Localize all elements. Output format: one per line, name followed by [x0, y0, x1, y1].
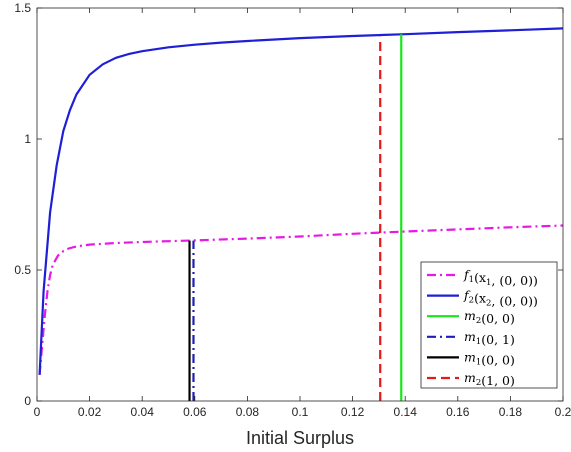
- x-tick-label: 0.2: [555, 405, 571, 419]
- legend-label-m1_01: m1(0, 1): [464, 329, 515, 347]
- x-tick-label: 0.14: [394, 405, 418, 419]
- chart-marks: [38, 27, 564, 401]
- x-tick-label: 0.06: [183, 405, 207, 419]
- x-tick-label: 0.16: [446, 405, 470, 419]
- y-tick-label: 0.5: [14, 263, 31, 277]
- legend-label-m2_10: m2(1, 0): [464, 370, 515, 388]
- series-line-f1: [38, 224, 564, 375]
- x-tick-label: 0.08: [236, 405, 260, 419]
- x-axis-label: Initial Surplus: [246, 428, 354, 448]
- x-tick-label: 0: [34, 405, 41, 419]
- series-line-f2: [38, 27, 564, 375]
- y-tick-label: 0: [24, 394, 31, 408]
- x-tick-label: 0.18: [499, 405, 523, 419]
- legend-label-m1_00: m1(0, 0): [464, 349, 515, 367]
- legend: f1(x1, (0, 0))f2(x2, (0, 0))m2(0, 0) m1(0…: [420, 261, 558, 389]
- x-tick-label: 0.04: [131, 405, 155, 419]
- x-tick-label: 0.02: [78, 405, 102, 419]
- legend-label-f1: f1(x1, (0, 0)): [463, 267, 538, 288]
- x-tick-label: 0.1: [292, 405, 309, 419]
- legend-box: [420, 261, 558, 389]
- y-tick-label: 1: [24, 132, 31, 146]
- x-tick-label: 0.12: [341, 405, 365, 419]
- legend-label-m2_00: m2(0, 0): [464, 308, 515, 326]
- axis-ticks: 0 0.02 0.04 0.06 0.08 0.1 0.12 0.14 0.16 0.18 0.2 0…: [14, 1, 571, 419]
- legend-label-f2: f2(x2, (0, 0)): [463, 288, 538, 309]
- y-tick-label: 1.5: [14, 1, 31, 15]
